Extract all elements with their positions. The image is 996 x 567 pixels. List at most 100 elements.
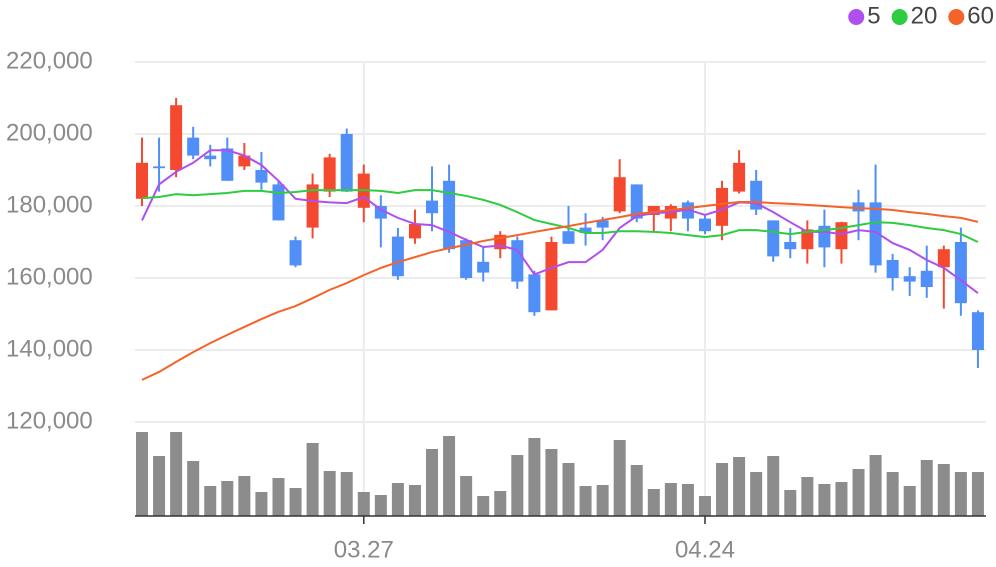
volume-bar [971,472,984,516]
volume-bar [511,455,524,516]
volume-bar [869,455,882,516]
volume-bar [153,456,166,516]
candle-body [374,206,387,219]
volume-bar [596,485,609,516]
candle-body [562,231,575,244]
volume-bar [716,463,729,516]
candle-body [647,206,660,215]
volume-bar [579,486,592,516]
volume-bar [903,486,916,516]
legend-label: 5 [867,2,880,29]
volume-bar [613,440,626,516]
candle-body [801,229,814,250]
legend-label: 20 [911,2,938,29]
volume-bar [784,490,797,516]
volume-bar [426,449,439,516]
volume-bar [681,484,694,516]
candle-body [971,312,984,350]
legend-marker [891,9,908,25]
y-tick-label: 220,000 [6,47,93,74]
volume-bar [494,491,507,516]
volume-bar [733,457,746,516]
x-tick-label: 03.27 [334,536,394,563]
volume-bar [801,477,814,516]
volume-bar [357,492,370,516]
candle-body [954,242,967,304]
candle-body [528,274,541,313]
y-tick-label: 120,000 [6,407,93,434]
candle-body [630,184,643,219]
candle-body [733,162,746,192]
candle-body [511,240,524,282]
candle-body [323,157,336,192]
candle-body [391,236,404,277]
volume-bar [835,482,848,516]
candle-body [272,184,285,221]
candle-body [460,240,473,278]
candle-body [238,155,251,167]
volume-bar [374,495,387,516]
candle-body [408,224,421,239]
candle-body [477,261,490,273]
volume-bar [562,463,575,516]
candle-body [136,162,148,199]
y-tick-label: 140,000 [6,335,93,362]
volume-bar [818,484,831,516]
volume-bar [886,472,899,516]
legend-label: 60 [967,2,994,29]
volume-bar [408,485,421,516]
volume-bar [750,472,763,516]
volume-bar [545,449,558,516]
candle-body [579,227,592,233]
volume-bar [477,496,490,516]
volume-bar [954,472,967,516]
candle-body [443,180,456,250]
candle-body [767,220,780,257]
volume-bar [460,476,473,516]
volume-bar [852,469,865,516]
candle-body [255,170,268,183]
candle-body [306,184,319,228]
y-tick-label: 200,000 [6,119,93,146]
volume-bar [443,436,456,516]
candle-body [613,177,626,212]
volume-bar [170,432,183,516]
candle-body [289,240,302,266]
candle-body [869,202,882,266]
ma-line [141,189,979,243]
volume-bar [323,471,336,516]
candle-body [204,155,217,160]
candle-body [716,188,729,226]
volume-bar [340,472,353,516]
volume-bar [767,456,780,516]
candle-body [903,276,916,282]
volume-bar [920,460,933,516]
legend: 5 20 60 [848,2,994,29]
candle-body [698,218,711,232]
volume-bar [187,461,200,516]
candle-body [596,220,609,228]
volume-bar [391,483,404,516]
ma-line [141,149,979,294]
volume-bar [221,481,234,516]
volume-bar [136,432,148,516]
volume-bar [289,488,302,516]
candle-body [340,134,353,192]
candle-body [187,137,200,156]
legend-marker [948,9,965,25]
volume-bar [664,483,677,516]
candle-body [426,200,439,214]
candle-body [852,202,865,212]
candle-body [221,148,234,181]
candle-body [170,105,183,170]
x-tick-label: 04.24 [675,536,735,563]
volume-bar [204,486,217,516]
volume-bar [647,489,660,516]
volume-bar [238,476,251,516]
y-tick-label: 160,000 [6,263,93,290]
candle-body [886,260,899,278]
candle-body [545,242,558,311]
volume-bar [255,492,268,516]
volume-bar [937,464,950,516]
